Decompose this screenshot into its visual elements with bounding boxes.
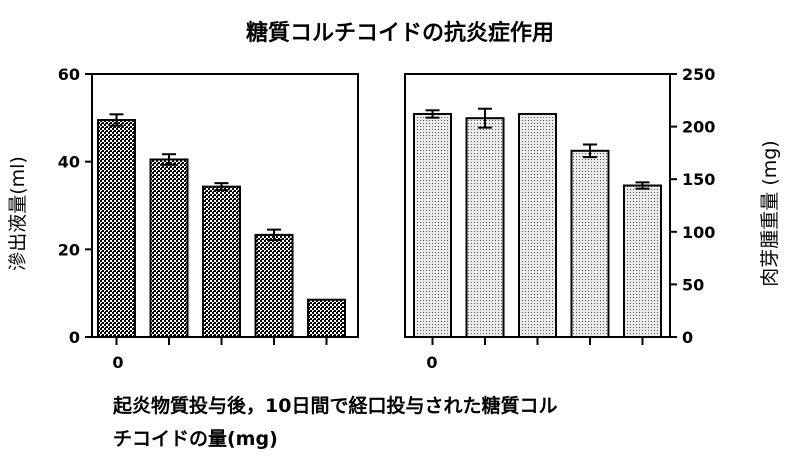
right-panel: 0 50 100 150 200 250 肉芽腫重量 (mg) 0	[404, 65, 781, 372]
bar	[413, 112, 452, 338]
bar	[570, 149, 610, 338]
y-tick-label: 0	[682, 328, 693, 347]
y-tick-label: 60	[58, 65, 80, 84]
bar	[307, 298, 346, 339]
chart-title: 糖質コルチコイドの抗炎症作用	[246, 20, 554, 46]
bar	[202, 185, 241, 338]
left-panel: 0 20 40 60 滲出液量(ml) 0	[7, 65, 359, 372]
x-tick-label: 0	[112, 353, 123, 372]
bar	[97, 119, 136, 339]
y-tick-label: 150	[682, 170, 715, 189]
y-tick-label: 20	[58, 240, 80, 259]
y-axis-label: 滲出液量(ml)	[7, 156, 29, 271]
y-axis-label: 肉芽腫重量 (mg)	[759, 140, 781, 286]
bar	[149, 158, 189, 338]
y-tick-label: 250	[682, 65, 715, 84]
x-axis-label-line-2: チコイドの量(mg)	[113, 428, 278, 450]
bar	[623, 184, 662, 338]
y-tick-label: 200	[682, 118, 715, 137]
x-tick-label: 0	[426, 353, 437, 372]
y-tick-label: 50	[682, 275, 704, 294]
y-tick-label: 40	[58, 153, 80, 172]
y-tick-label: 100	[682, 223, 715, 242]
bar	[465, 117, 505, 338]
bar	[518, 112, 557, 338]
y-tick-label: 0	[69, 328, 80, 347]
x-axis-label-line-1: 起炎物質投与後，10日間で経口投与された糖質コル	[112, 394, 557, 417]
bar	[254, 233, 294, 338]
